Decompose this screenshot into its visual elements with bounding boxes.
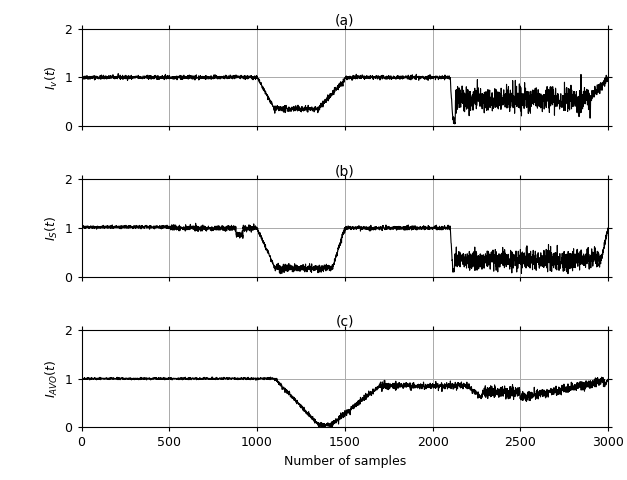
- Y-axis label: $I_v(t)$: $I_v(t)$: [45, 65, 60, 90]
- Y-axis label: $I_{AVO}(t)$: $I_{AVO}(t)$: [45, 360, 60, 398]
- Title: (b): (b): [335, 164, 355, 178]
- X-axis label: Number of samples: Number of samples: [284, 455, 406, 468]
- Title: (a): (a): [335, 13, 355, 28]
- Y-axis label: $I_S(t)$: $I_S(t)$: [45, 216, 60, 240]
- Title: (c): (c): [335, 315, 354, 329]
